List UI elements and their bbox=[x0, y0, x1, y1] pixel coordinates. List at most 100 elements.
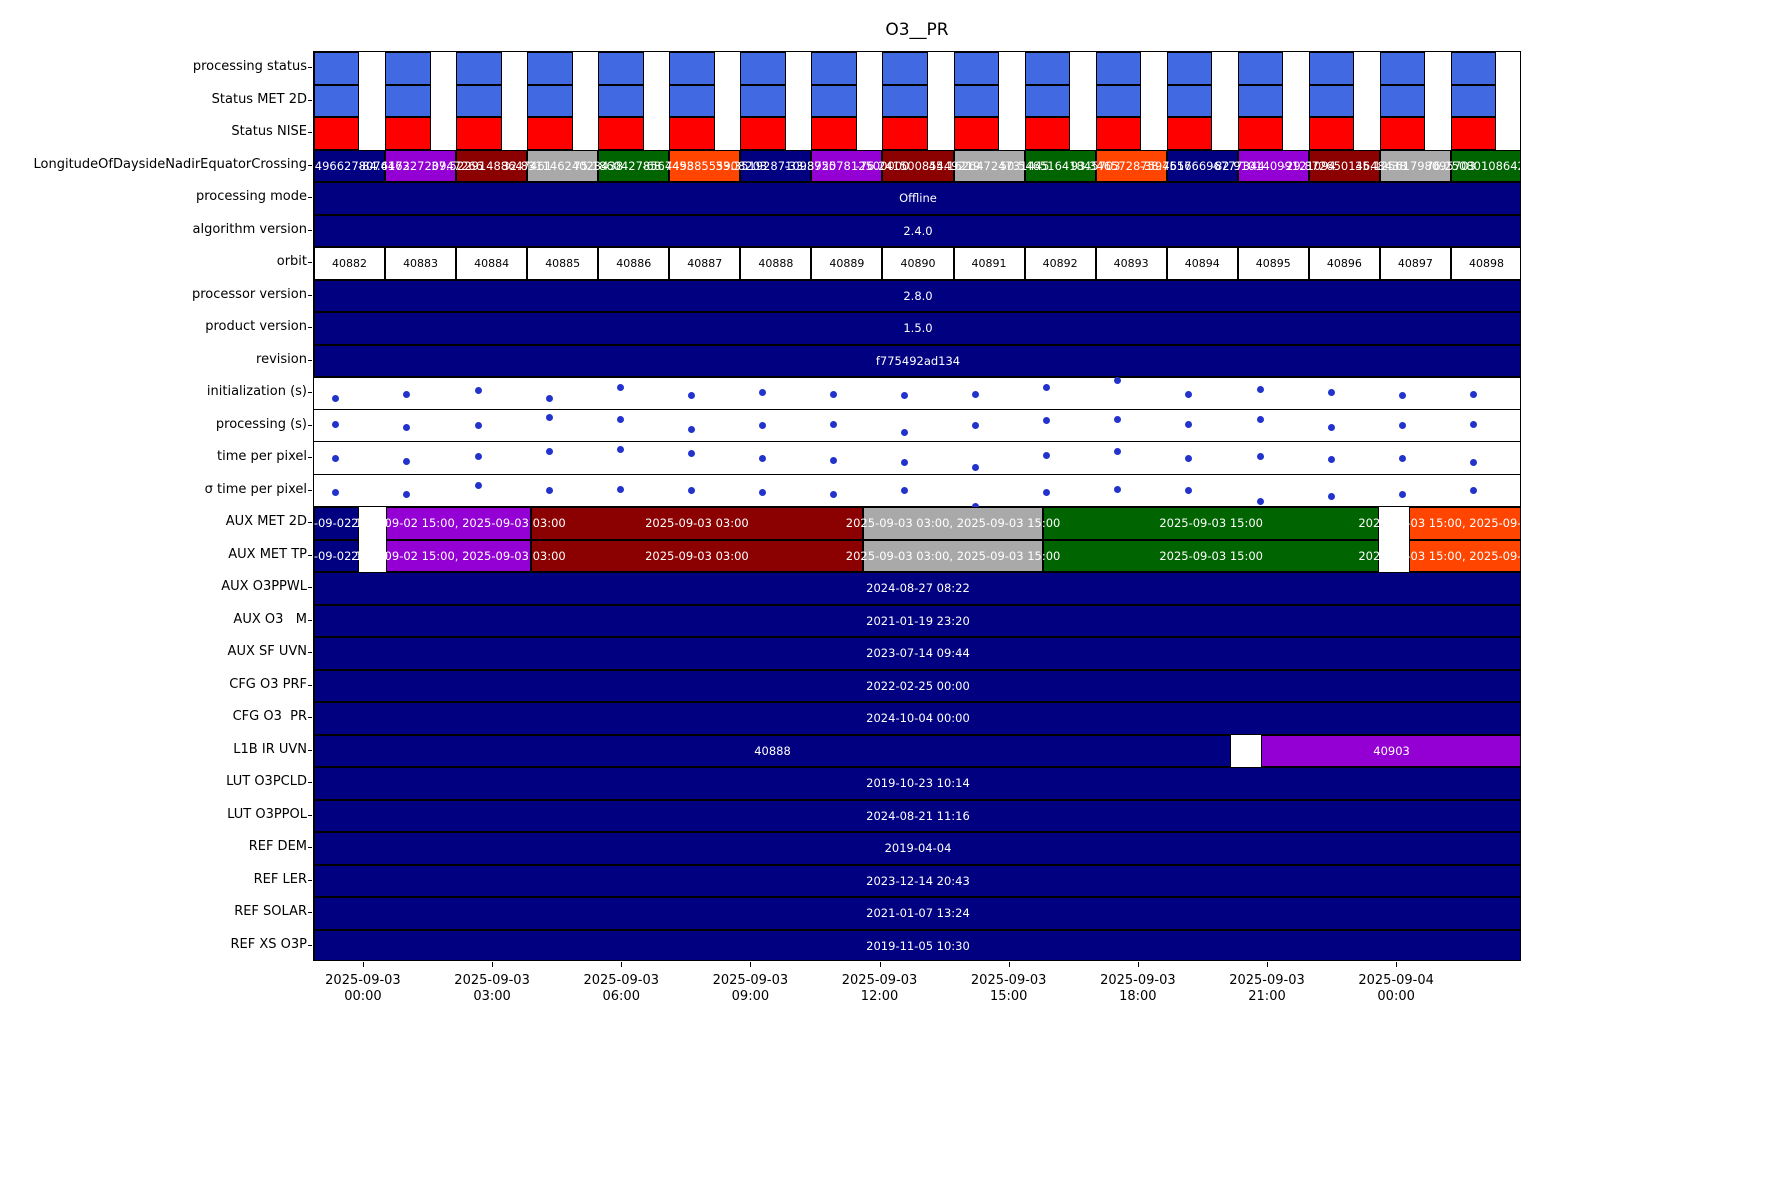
row-label-aux-sf-uvn: AUX SF UVN bbox=[227, 644, 307, 659]
orbit-number: 40890 bbox=[900, 256, 936, 270]
status-block bbox=[811, 52, 857, 85]
scatter-dot bbox=[901, 487, 909, 495]
status-block bbox=[811, 117, 857, 150]
y-tick-mark bbox=[308, 489, 312, 491]
longitude-segment: 33.34966278076172 bbox=[314, 149, 410, 182]
longitude-segment: 75.18604278564453 bbox=[573, 149, 694, 182]
scatter-dot bbox=[1185, 454, 1193, 462]
scatter-dot bbox=[1256, 497, 1264, 505]
value-bar-label: f775492ad134 bbox=[875, 353, 961, 368]
status-block bbox=[314, 117, 360, 150]
scatter-dot bbox=[1185, 420, 1193, 428]
timeline-segment: 2025-09-03 03:00 bbox=[530, 507, 863, 540]
scatter-dot bbox=[617, 485, 625, 493]
status-block bbox=[1166, 84, 1213, 117]
value-bar-label: 2.4.0 bbox=[903, 223, 933, 238]
value-bar-label: 2022-02-25 00:00 bbox=[866, 678, 970, 693]
orbit-number: 40898 bbox=[1468, 256, 1504, 270]
status-block bbox=[740, 52, 786, 85]
x-tick-label: 2025-09-03 12:00 bbox=[841, 973, 918, 1004]
status-block bbox=[882, 117, 928, 150]
timeline-segment: 2025-09-03 03:00, 2025-09-03 15:00 bbox=[846, 539, 1060, 572]
status-block bbox=[1095, 84, 1142, 117]
row-label-processor-version: processor version bbox=[191, 286, 307, 302]
timeline-row-aux-o3ppwl: 2024-08-27 08:22 bbox=[314, 572, 1520, 605]
status-block bbox=[314, 52, 360, 85]
status-block bbox=[385, 84, 431, 117]
value-bar: f775492ad134 bbox=[314, 344, 1520, 377]
longitude-value: -29.87265014648438 bbox=[1281, 158, 1407, 173]
row-label-ref-xs-o3p: REF XS O3P bbox=[230, 936, 308, 952]
value-bar: 1.5.0 bbox=[314, 312, 1520, 345]
scatter-dot bbox=[617, 383, 625, 391]
orbit-number-cell: 40886 bbox=[598, 247, 670, 280]
scatter-dot bbox=[1185, 487, 1193, 495]
timeline-segment-label: 2025-09-02 15:00 bbox=[313, 516, 389, 531]
y-tick-mark bbox=[308, 359, 312, 361]
scatter-dot bbox=[1256, 415, 1264, 423]
timeline-segment-label: 2025-09-03 15:00, 2025-09-04 03:00 bbox=[1358, 516, 1520, 531]
scatter-dot bbox=[688, 487, 696, 495]
status-block bbox=[669, 117, 715, 150]
longitude-value: 33.34966278076172 bbox=[314, 158, 410, 173]
scatter-dot bbox=[901, 458, 909, 466]
status-block bbox=[740, 84, 786, 117]
scatter-dot bbox=[688, 425, 696, 433]
longitude-value: 75.18604278564453 bbox=[573, 158, 695, 173]
orbit-number-cell: 40898 bbox=[1450, 247, 1520, 280]
scatter-dot bbox=[474, 422, 482, 430]
status-block bbox=[740, 117, 786, 150]
timeline-row-status-nise bbox=[314, 117, 1520, 150]
y-tick-mark bbox=[308, 912, 312, 914]
timeline-row-revision: f775492ad134 bbox=[314, 344, 1520, 377]
scatter-dot bbox=[545, 447, 553, 455]
scatter-dot bbox=[972, 422, 980, 430]
scatter-dot bbox=[474, 386, 482, 394]
longitude-segment: 50.54651641845703 bbox=[1000, 149, 1120, 182]
scatter-dot bbox=[474, 453, 482, 461]
timeline-segment-label: 2025-09-03 15:00 bbox=[1159, 516, 1263, 531]
x-tick-label: 2025-09-03 06:00 bbox=[583, 973, 660, 1004]
scatter-dot bbox=[1185, 390, 1193, 398]
orbit-number-cell: 40895 bbox=[1237, 247, 1309, 280]
y-tick-mark bbox=[308, 229, 312, 231]
status-block bbox=[1237, 117, 1284, 150]
orbit-number: 40892 bbox=[1042, 256, 1078, 270]
longitude-value: 33.35192871093750 bbox=[715, 158, 837, 173]
y-tick-mark bbox=[308, 164, 312, 166]
value-bar-label: 2021-01-19 23:20 bbox=[866, 613, 970, 628]
timeline-segment: 40903 bbox=[1261, 734, 1520, 767]
y-tick-mark bbox=[308, 294, 312, 296]
timeline-row-processor-version: 2.8.0 bbox=[314, 279, 1520, 312]
value-bar-label: 2024-08-27 08:22 bbox=[866, 581, 970, 596]
y-tick-mark bbox=[308, 327, 312, 329]
status-block bbox=[669, 84, 715, 117]
value-bar: 2022-02-25 00:00 bbox=[314, 669, 1520, 702]
row-label-time-per-pixel: time per pixel bbox=[217, 449, 307, 464]
scatter-dot bbox=[1114, 415, 1122, 423]
timeline-segment-label: 2025-09-03 03:00 bbox=[645, 516, 749, 531]
x-tick-label: 2025-09-03 15:00 bbox=[970, 973, 1047, 1004]
value-bar: Offline bbox=[314, 182, 1520, 215]
timeline-segment-label: 40888 bbox=[754, 743, 791, 758]
timeline-row-time-per-pixel bbox=[314, 442, 1520, 475]
status-block bbox=[1379, 52, 1426, 85]
row-label-processing-s: processing (s) bbox=[215, 416, 307, 432]
status-block bbox=[669, 52, 715, 85]
status-block bbox=[1308, 84, 1355, 117]
longitude-value: -33.89257812500000 bbox=[784, 158, 910, 173]
row-label-ref-ler: REF LER bbox=[253, 871, 307, 887]
orbit-number-cell: 40896 bbox=[1308, 247, 1380, 280]
y-tick-mark bbox=[308, 944, 312, 946]
row-label-product-version: product version bbox=[205, 319, 307, 334]
scatter-dot bbox=[830, 420, 838, 428]
scatter-dot bbox=[617, 415, 625, 423]
status-block bbox=[1024, 52, 1071, 85]
longitude-segment: 37.52291488647461 bbox=[431, 149, 552, 182]
longitude-value: 93.34657287597656 bbox=[1070, 158, 1192, 173]
y-tick-mark bbox=[308, 879, 312, 881]
timeline-segment: 2025-09-03 03:00 bbox=[530, 539, 863, 572]
scatter-dot bbox=[403, 423, 411, 431]
orbit-number: 40884 bbox=[474, 256, 510, 270]
x-tick-mark bbox=[621, 962, 623, 967]
